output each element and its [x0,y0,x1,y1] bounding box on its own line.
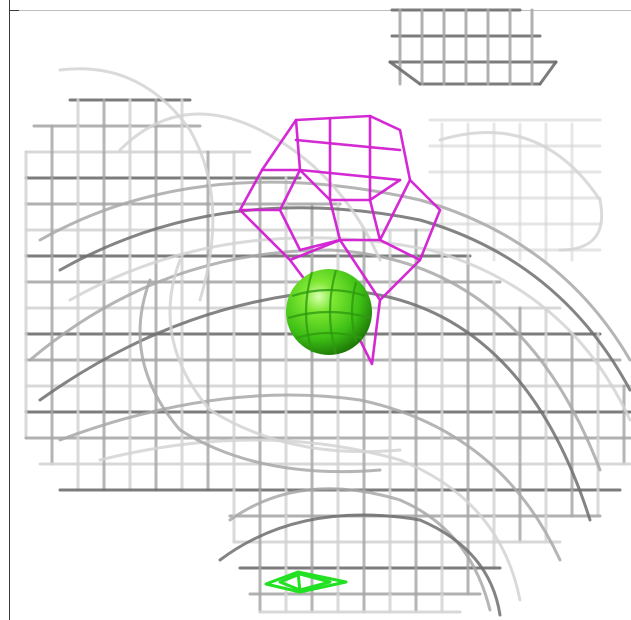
viewport-top-border [9,10,631,11]
grey-contour-strands [28,67,631,617]
viewport-corner-tick [9,10,19,11]
green-small-mesh [264,570,348,594]
viewport-left-border [9,0,10,620]
green-ion-sphere [286,269,372,355]
magenta-density-mesh [238,114,442,366]
